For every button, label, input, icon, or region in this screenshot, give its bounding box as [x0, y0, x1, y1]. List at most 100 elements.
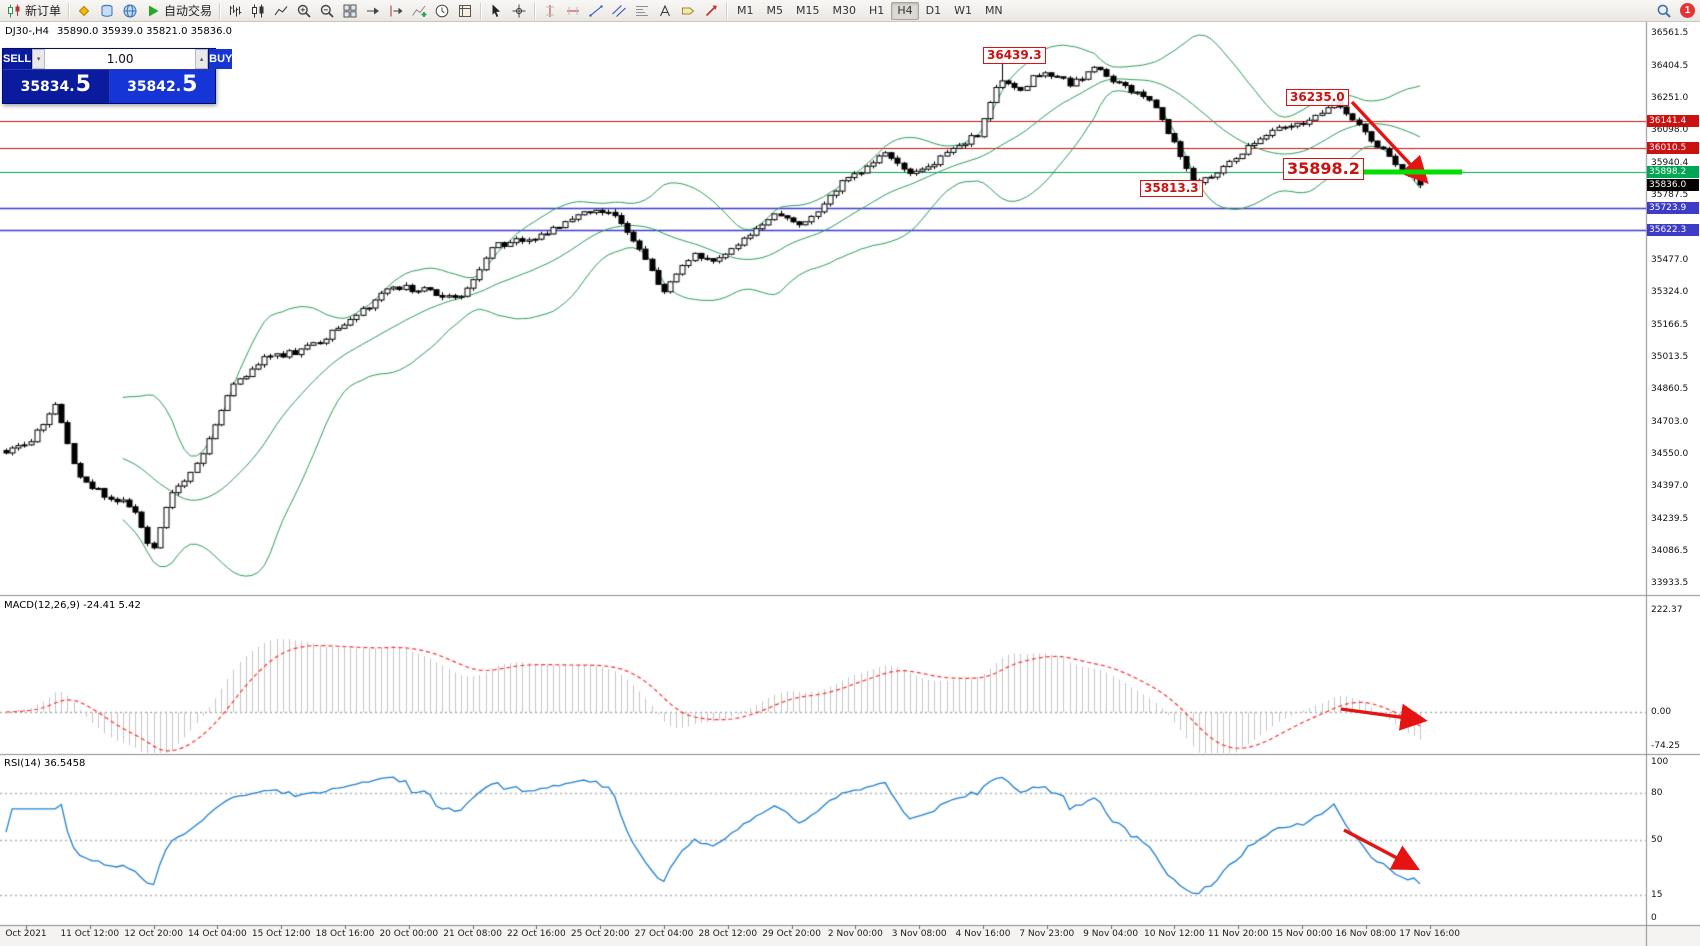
- price-axis-tick-label: 34703.0: [1651, 416, 1689, 427]
- toolbar-line-chart-button[interactable]: [270, 1, 292, 20]
- volume-decrease-button[interactable]: ▾: [32, 49, 46, 69]
- timeframe-h1-button[interactable]: H1: [869, 4, 885, 17]
- timeframe-mn-button[interactable]: MN: [984, 4, 1003, 17]
- time-axis-label: 27 Oct 04:00: [634, 929, 694, 939]
- time-axis-label: Oct 2021: [5, 929, 47, 939]
- toolbar-text-label-button[interactable]: [677, 1, 699, 20]
- notification-badge[interactable]: 1: [1680, 3, 1695, 18]
- price-axis-tick-label: 35013.5: [1651, 351, 1689, 362]
- price-axis-marked-label[interactable]: 36010.5: [1647, 142, 1699, 155]
- toolbar-text-tool-button[interactable]: [654, 1, 676, 20]
- buy-price[interactable]: 35842. 5: [109, 70, 215, 103]
- arrows-icon: [705, 5, 717, 16]
- tile-icon: [343, 4, 357, 17]
- price-axis-marked-label[interactable]: 35723.9: [1647, 202, 1699, 215]
- toolbar-horizontal-line-button[interactable]: [562, 1, 584, 20]
- toolbar-fibonacci-retracement-button[interactable]: [631, 1, 653, 20]
- toolbar-history-center-button[interactable]: [96, 1, 118, 20]
- price-callout[interactable]: 36439.3: [983, 47, 1046, 64]
- zoom-in-icon: [297, 4, 311, 18]
- price-axis-tick-label: 34086.5: [1651, 545, 1689, 556]
- cursor-icon: [492, 4, 501, 17]
- time-axis-label: 2 Nov 00:00: [827, 929, 883, 939]
- time-axis-label: 4 Nov 16:00: [955, 929, 1011, 939]
- time-axis-label: 15 Nov 00:00: [1271, 929, 1333, 939]
- timeframe-m1-button[interactable]: M1: [737, 4, 754, 17]
- price-callout[interactable]: 35813.3: [1140, 180, 1203, 197]
- toolbar-bar-chart-button[interactable]: [224, 1, 246, 20]
- price-axis-tick-label: 36404.5: [1651, 61, 1689, 72]
- search-button[interactable]: [1653, 1, 1675, 20]
- price-axis-tick-label: 36561.5: [1651, 28, 1689, 39]
- timeframe-d1-button[interactable]: D1: [925, 4, 942, 17]
- price-axis-tick-label: 36098.0: [1651, 125, 1689, 136]
- play-icon: [149, 5, 159, 16]
- toolbar-tile-windows-button[interactable]: [339, 1, 361, 20]
- time-axis-label: 21 Oct 08:00: [443, 929, 502, 939]
- toolbar-template-button[interactable]: [454, 1, 476, 20]
- shift-icon: [390, 5, 403, 16]
- timeframe-m15-button[interactable]: M15: [796, 4, 820, 17]
- toolbar-new-order-button[interactable]: 新订单: [3, 1, 64, 20]
- sell-button[interactable]: SELL: [3, 49, 32, 69]
- price-axis-marked-label[interactable]: 36141.4: [1647, 115, 1699, 128]
- price-axis-marked-label[interactable]: 35836.0: [1647, 178, 1699, 191]
- toolbar-community-button[interactable]: [119, 1, 141, 20]
- toolbar-zoom-out-button[interactable]: [316, 1, 338, 20]
- toolbar-mql5-market-button[interactable]: [73, 1, 95, 20]
- price-axis-tick-label: 34239.5: [1651, 513, 1689, 524]
- symbol-timeframe-label: DJ30-,H4: [5, 26, 50, 37]
- chart-window[interactable]: DJ30-,H4 35890.0 35939.0 35821.0 35836.0…: [0, 22, 1700, 946]
- volume-control: ▾ ▴: [31, 49, 210, 69]
- time-axis-label: 12 Oct 20:00: [124, 929, 183, 939]
- time-axis-label: 16 Nov 08:00: [1335, 929, 1397, 939]
- timeframe-m5-button[interactable]: M5: [766, 4, 784, 17]
- timeframe-m30-button[interactable]: M30: [832, 4, 857, 17]
- toolbar-auto-trading-button[interactable]: 自动交易: [142, 1, 215, 20]
- toolbar-zoom-in-button[interactable]: [293, 1, 315, 20]
- toolbar-period-list-button[interactable]: [431, 1, 453, 20]
- toolbar-vertical-line-button[interactable]: [539, 1, 561, 20]
- toolbar-crosshair-button[interactable]: [508, 1, 530, 20]
- time-axis-label: 11 Nov 20:00: [1207, 929, 1269, 939]
- time-axis-label: 11 Oct 12:00: [60, 929, 120, 939]
- price-axis-tick-label: 35166.5: [1651, 319, 1689, 330]
- time-axis-label: 29 Oct 20:00: [762, 929, 821, 939]
- channel-icon: [612, 4, 626, 17]
- toolbar-arrows-tool-button[interactable]: [700, 1, 722, 20]
- one-click-trading-panel: SELL ▾ ▴ BUY 35834. 5 35842. 5: [2, 48, 233, 104]
- price-callout[interactable]: 35898.2: [1283, 158, 1364, 180]
- buy-button[interactable]: BUY: [209, 49, 233, 69]
- ohlc-values: 35890.0 35939.0 35821.0 35836.0: [57, 26, 232, 37]
- label-icon: [682, 7, 695, 14]
- toolbar: 新订单 自动交易 M1 M5 M15 M30 H1 H4 D1 W1 MN 1: [0, 0, 1700, 22]
- price-axis-marked-label[interactable]: 35898.2: [1647, 165, 1699, 178]
- price-chart-canvas[interactable]: [0, 22, 1700, 946]
- time-axis-label: 14 Oct 04:00: [188, 929, 247, 939]
- toolbar-indicator-list-button[interactable]: [408, 1, 430, 20]
- price-axis-marked-label[interactable]: 35622.3: [1647, 223, 1699, 236]
- time-axis-label: 15 Oct 12:00: [251, 929, 311, 939]
- time-axis-label: 22 Oct 16:00: [507, 929, 566, 939]
- fibo-icon: [636, 5, 649, 16]
- price-callout[interactable]: 36235.0: [1286, 89, 1349, 106]
- vline-icon: [546, 4, 555, 17]
- volume-increase-button[interactable]: ▴: [195, 49, 209, 69]
- toolbar-separator: [219, 2, 221, 19]
- toolbar-equidistant-channel-button[interactable]: [608, 1, 630, 20]
- timeframe-h4-button[interactable]: H4: [891, 1, 919, 20]
- toolbar-cursor-button[interactable]: [485, 1, 507, 20]
- buy-price-big-digit: 5: [182, 72, 198, 97]
- macd-indicator-label: MACD(12,26,9) -24.41 5.42: [4, 600, 141, 611]
- toolbar-chart-shift-button[interactable]: [385, 1, 407, 20]
- toolbar-separator: [534, 2, 536, 19]
- toolbar-trendline-button[interactable]: [585, 1, 607, 20]
- price-axis-tick-label: 36251.0: [1651, 93, 1689, 104]
- toolbar-candlestick-chart-button[interactable]: [247, 1, 269, 20]
- volume-input[interactable]: [45, 49, 196, 69]
- timeframe-w1-button[interactable]: W1: [954, 4, 972, 17]
- sell-price[interactable]: 35834. 5: [3, 70, 110, 103]
- toolbar-separator: [726, 2, 728, 19]
- toolbar-auto-scroll-button[interactable]: [362, 1, 384, 20]
- autoscroll-icon: [367, 7, 380, 14]
